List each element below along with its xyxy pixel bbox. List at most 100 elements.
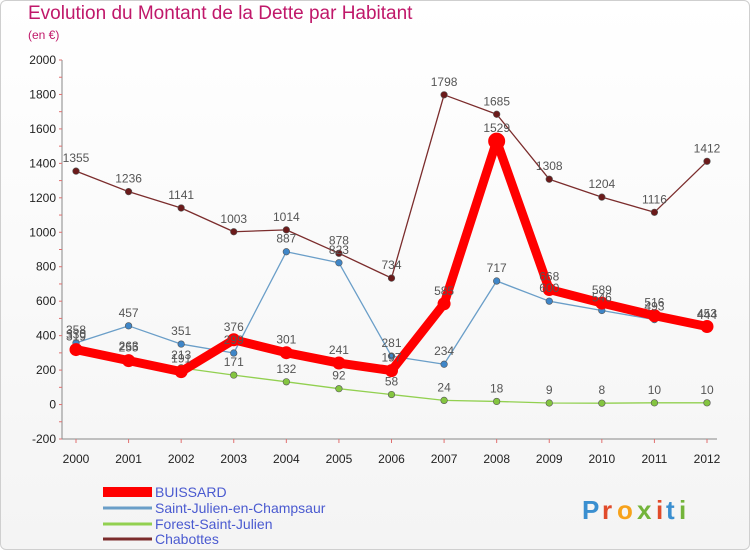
data-point	[700, 320, 714, 334]
chart-subtitle: (en €)	[28, 28, 60, 42]
data-label: 10	[700, 383, 714, 397]
data-label: 823	[329, 243, 349, 257]
y-tick-label: 1800	[29, 87, 56, 101]
data-label: 1236	[115, 172, 142, 186]
x-tick-label: 2012	[694, 452, 721, 466]
data-label: 197	[381, 351, 401, 365]
data-point	[440, 396, 448, 405]
data-label: 600	[539, 281, 559, 295]
data-point	[703, 157, 711, 165]
data-label: 8	[598, 383, 605, 397]
proxiti-logo: P r o x i t i	[582, 495, 686, 525]
chart-title: Evolution du Montant de la Dette par Hab…	[28, 3, 413, 24]
data-label: 281	[381, 336, 401, 350]
svg-text:o: o	[617, 495, 633, 525]
data-point	[124, 322, 133, 330]
data-point	[177, 340, 185, 348]
svg-text:t: t	[666, 495, 675, 525]
data-point	[440, 360, 448, 368]
svg-text:i: i	[656, 495, 663, 525]
data-point	[440, 91, 448, 99]
data-label: 1308	[536, 159, 563, 173]
data-point	[69, 343, 83, 357]
x-tick-label: 2007	[431, 452, 458, 466]
x-tick-label: 2004	[273, 452, 300, 466]
y-tick-label: -200	[32, 432, 56, 446]
data-label: 589	[592, 283, 612, 297]
data-label: 453	[697, 307, 717, 321]
data-label: 213	[171, 348, 191, 362]
data-label: 1204	[588, 177, 615, 191]
data-label: 516	[644, 296, 664, 310]
data-point	[650, 399, 659, 407]
data-label: 358	[66, 323, 86, 337]
data-label: 299	[224, 333, 244, 347]
x-tick-label: 2001	[115, 452, 142, 466]
data-label: 255	[119, 341, 139, 355]
data-point	[493, 110, 501, 118]
data-point	[595, 296, 609, 310]
data-point	[279, 346, 293, 360]
data-label: 668	[539, 269, 559, 283]
data-point	[230, 371, 238, 379]
data-label: 92	[332, 369, 346, 383]
data-label: 457	[119, 306, 139, 320]
data-label: 24	[437, 380, 451, 394]
data-point	[545, 175, 553, 183]
data-label: 1355	[63, 151, 90, 165]
svg-text:x: x	[637, 495, 652, 525]
data-point	[230, 228, 238, 236]
data-point	[542, 282, 556, 296]
data-labels: 358 457 351 299 887 823 281 234 717 600 546 493 444 3…	[63, 75, 721, 397]
data-label: 330	[66, 328, 86, 342]
data-label: 717	[487, 261, 507, 275]
data-point	[387, 274, 396, 282]
data-point	[493, 397, 501, 406]
data-point	[282, 378, 290, 386]
data-point	[177, 204, 185, 212]
series-layer	[69, 91, 714, 407]
data-label: 1685	[483, 94, 510, 108]
y-tick-label: 2000	[29, 53, 56, 67]
data-label: 9	[546, 383, 553, 397]
data-point	[545, 297, 553, 305]
data-point	[703, 399, 711, 407]
x-tick-label: 2002	[168, 452, 195, 466]
data-label: 878	[329, 233, 349, 247]
x-tick-label: 2006	[378, 452, 405, 466]
data-label: 1003	[220, 212, 247, 226]
data-point	[493, 277, 501, 285]
x-tick-label: 2005	[326, 452, 353, 466]
data-point	[282, 248, 290, 256]
data-point	[335, 385, 343, 393]
data-point	[598, 193, 606, 201]
data-label: 58	[385, 375, 399, 389]
y-tick-label: 0	[49, 398, 56, 412]
legend-label: BUISSARD	[155, 484, 227, 500]
data-label: 1141	[168, 188, 194, 202]
x-tick-label: 2003	[220, 452, 247, 466]
legend-label: Chabottes	[155, 531, 219, 547]
data-point	[387, 352, 396, 360]
svg-text:i: i	[679, 495, 686, 525]
y-tick-label: 200	[36, 363, 56, 377]
data-point	[437, 297, 451, 311]
data-label: 301	[276, 333, 296, 347]
y-tick-label: 1200	[29, 191, 56, 205]
data-point	[488, 132, 506, 150]
data-label: 351	[171, 324, 191, 338]
data-point	[72, 167, 80, 175]
data-label: 546	[592, 290, 612, 304]
data-point	[230, 349, 238, 357]
data-label: 18	[490, 381, 504, 395]
axes: -200 0 200 400 600 800 1000 1200 1400 1600 1800 200…	[29, 53, 720, 466]
y-tick-label: 400	[36, 329, 56, 343]
data-label: 585	[434, 284, 454, 298]
data-point	[124, 188, 133, 196]
data-point	[387, 390, 396, 399]
data-point	[227, 333, 241, 347]
data-point	[335, 249, 343, 257]
data-label: 734	[381, 258, 401, 272]
data-point	[545, 399, 553, 407]
